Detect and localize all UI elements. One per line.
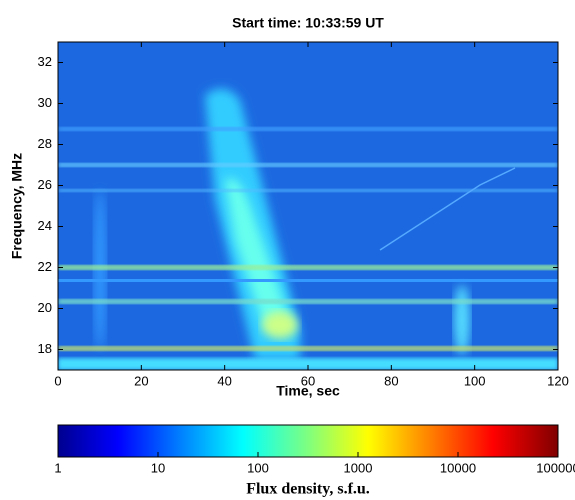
x-tick-label: 0 (54, 373, 61, 388)
x-tick-label: 20 (134, 373, 148, 388)
x-tick-label: 40 (217, 373, 231, 388)
colorbar-tick-label: 100 (247, 460, 269, 475)
y-tick-label: 20 (38, 300, 52, 315)
x-tick-label: 60 (301, 373, 315, 388)
x-tick-label: 80 (384, 373, 398, 388)
x-tick-label: 120 (547, 373, 569, 388)
y-axis-label: Frequency, MHz (9, 153, 25, 259)
y-tick-label: 32 (38, 54, 52, 69)
y-tick-label: 18 (38, 341, 52, 356)
colorbar (57, 424, 559, 458)
y-tick-label: 22 (38, 259, 52, 274)
chart-title: Start time: 10:33:59 UT (232, 15, 384, 31)
x-tick-label: 100 (464, 373, 486, 388)
x-axis-label: Time, sec (276, 383, 340, 399)
colorbar-label: Flux density, s.f.u. (246, 481, 370, 498)
colorbar-tick-label: 1000 (344, 460, 373, 475)
colorbar-tick-label: 1 (54, 460, 61, 475)
colorbar-tick-label: 10 (151, 460, 165, 475)
colorbar-tick-label: 10000 (440, 460, 476, 475)
y-tick-label: 26 (38, 177, 52, 192)
spectrogram-image (58, 42, 558, 370)
y-tick-label: 28 (38, 136, 52, 151)
y-tick-label: 24 (38, 218, 52, 233)
colorbar-tick-label: 100000 (536, 460, 575, 475)
y-tick-label: 30 (38, 95, 52, 110)
